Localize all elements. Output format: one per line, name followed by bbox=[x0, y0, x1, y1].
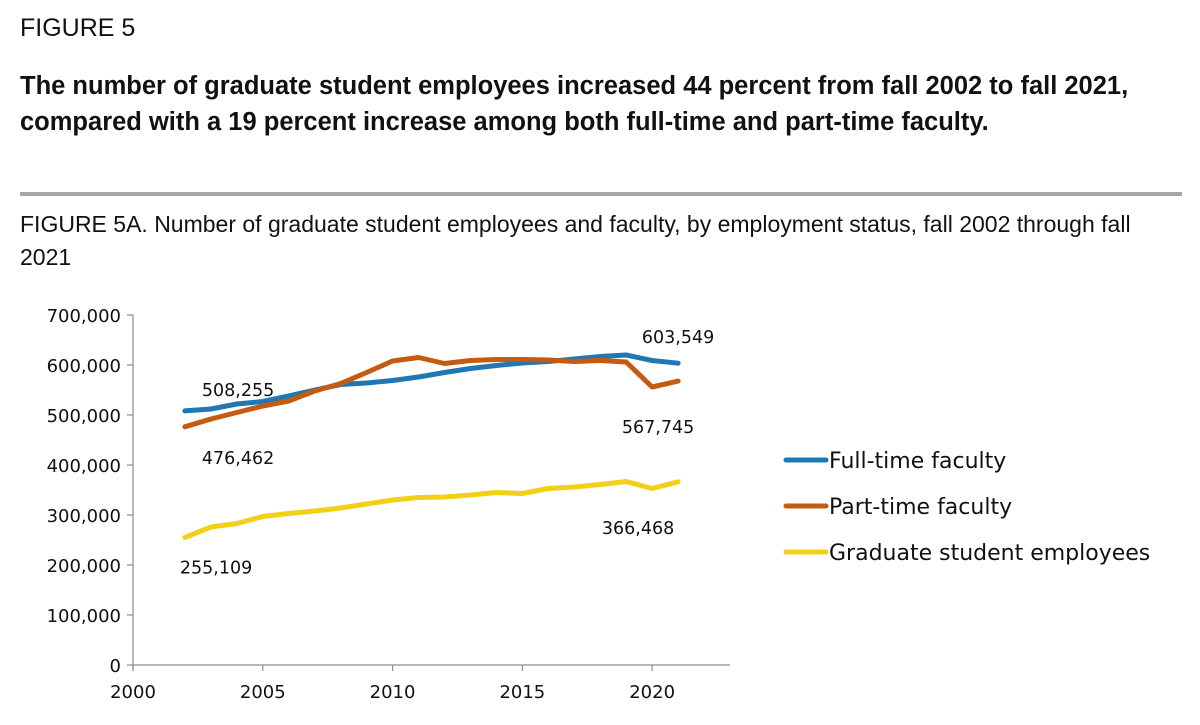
data-labels: 508,255 603,549 476,462 567,745 255,109 366,4… bbox=[180, 328, 714, 578]
x-tick-label: 2010 bbox=[370, 682, 416, 703]
headline: The number of graduate student employees… bbox=[20, 72, 1129, 136]
legend-label: Full-time faculty bbox=[829, 449, 1006, 474]
data-label: 255,109 bbox=[180, 558, 252, 578]
y-tick-label: 300,000 bbox=[47, 506, 121, 527]
data-label: 567,745 bbox=[622, 418, 694, 438]
series-line-full-time-faculty bbox=[182, 352, 681, 414]
data-label: 476,462 bbox=[202, 449, 274, 469]
series-line-part-time-faculty bbox=[182, 355, 681, 430]
x-tick-label: 2015 bbox=[499, 682, 545, 703]
y-tick-label: 200,000 bbox=[47, 556, 121, 577]
x-tick-label: 2005 bbox=[240, 682, 286, 703]
y-tick-label: 600,000 bbox=[47, 356, 121, 377]
y-tick-label: 100,000 bbox=[47, 606, 121, 627]
x-tick-label: 2000 bbox=[110, 682, 156, 703]
chart-title: FIGURE 5A. Number of graduate student em… bbox=[20, 211, 1131, 270]
series-lines bbox=[182, 352, 681, 540]
y-tick-label: 500,000 bbox=[47, 406, 121, 427]
x-tick-label: 2020 bbox=[629, 682, 675, 703]
chart-axes: 0 100,000 200,000 300,000 400,000 500,000 600,… bbox=[47, 306, 730, 703]
data-label: 508,255 bbox=[202, 381, 274, 401]
legend: Full-time faculty Part-time faculty Gradua… bbox=[783, 449, 1150, 566]
series-line-graduate-student-employees bbox=[182, 479, 681, 540]
legend-label: Graduate student employees bbox=[829, 541, 1150, 566]
data-label: 366,468 bbox=[602, 519, 674, 539]
y-tick-label: 700,000 bbox=[47, 306, 121, 327]
divider bbox=[20, 192, 1182, 196]
y-tick-label: 0 bbox=[110, 656, 121, 677]
y-tick-label: 400,000 bbox=[47, 456, 121, 477]
data-label: 603,549 bbox=[642, 328, 714, 348]
figure-label: FIGURE 5 bbox=[20, 14, 136, 42]
legend-label: Part-time faculty bbox=[829, 495, 1012, 520]
